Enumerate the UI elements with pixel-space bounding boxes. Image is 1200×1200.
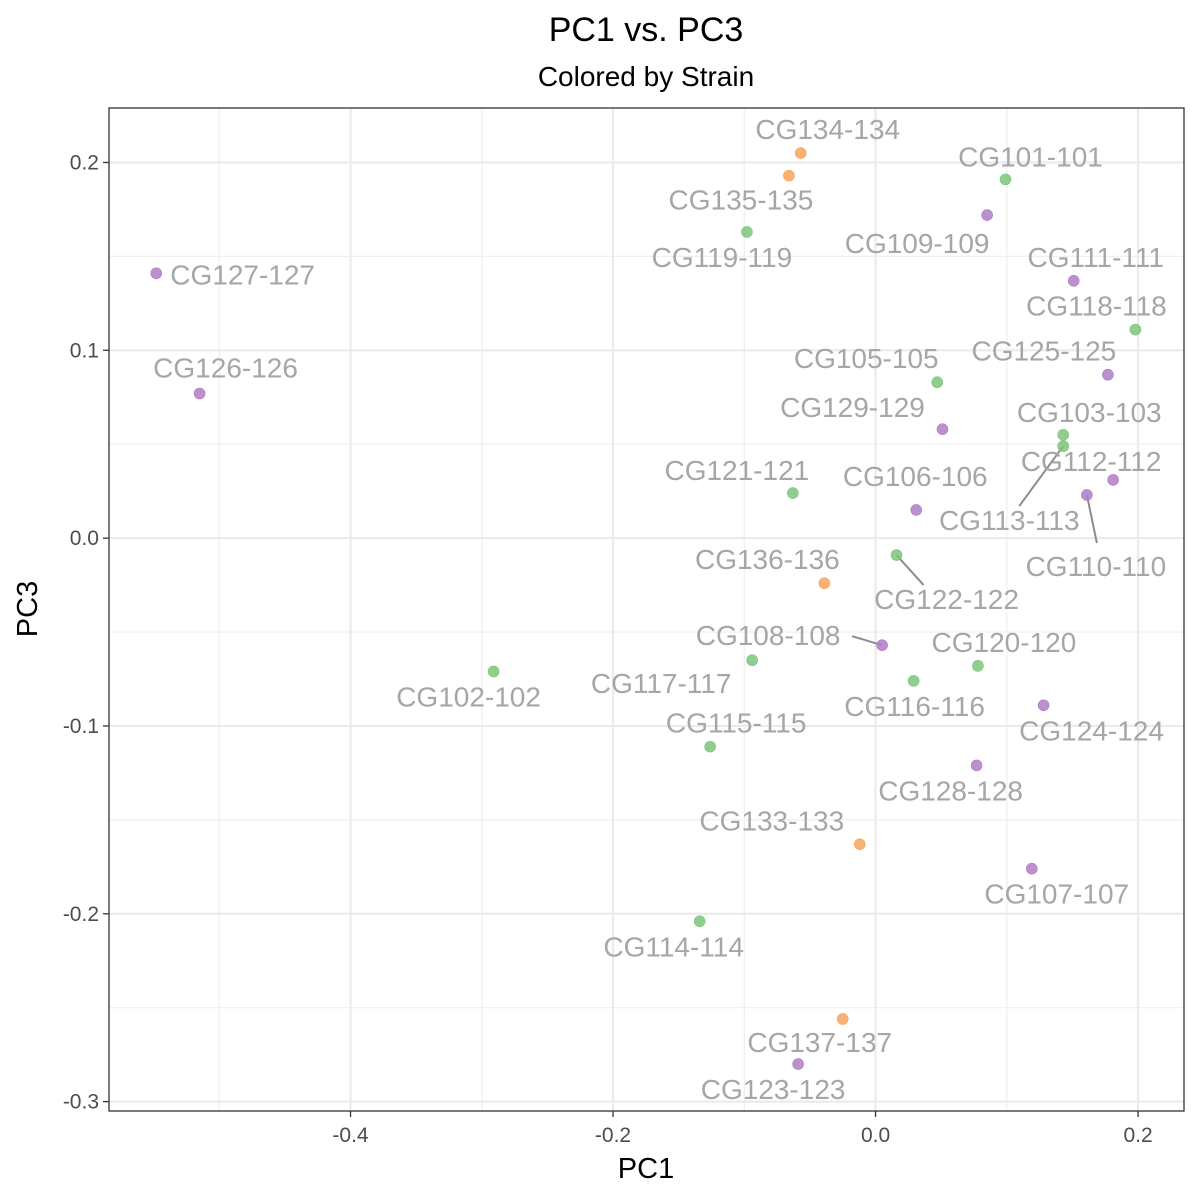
data-point <box>193 387 206 400</box>
point-label: CG135-135 <box>669 185 814 216</box>
point-label: CG120-120 <box>932 627 1077 658</box>
data-point <box>787 487 799 499</box>
point-label: CG122-122 <box>874 584 1019 615</box>
point-label: CG119-119 <box>652 242 793 273</box>
data-point <box>794 147 807 159</box>
point-label: CG136-136 <box>695 544 840 575</box>
data-point <box>783 169 795 182</box>
label-leader-lines <box>851 445 1098 647</box>
plot-panel-border <box>108 107 1185 1112</box>
data-point <box>972 660 984 672</box>
data-point <box>936 423 949 435</box>
data-point <box>1057 440 1070 452</box>
point-label: CG107-107 <box>984 879 1129 910</box>
point-label: CG117-117 <box>591 668 732 699</box>
y-tick-label: -0.3 <box>63 1091 99 1114</box>
point-label: CG103-103 <box>1017 397 1162 428</box>
y-tick-label: 0.2 <box>70 151 99 174</box>
data-point <box>1107 474 1119 486</box>
y-tick-label: -0.1 <box>63 715 99 738</box>
point-labels: CG134-134 CG135-135 CG101-101 CG109-109 CG11… <box>153 114 1167 1105</box>
y-tick-label: -0.2 <box>63 903 99 926</box>
point-label: CG108-108 <box>696 620 841 651</box>
data-point <box>487 665 500 678</box>
chart-subtitle: Colored by Strain <box>538 61 754 92</box>
point-label: CG102-102 <box>396 681 541 712</box>
data-point <box>150 267 163 280</box>
y-tick-label: 0.0 <box>70 527 99 550</box>
data-point <box>746 654 758 667</box>
data-point <box>818 577 831 590</box>
label-leader-line <box>1018 445 1065 507</box>
point-label: CG105-105 <box>794 343 939 374</box>
data-point <box>704 740 716 753</box>
data-point <box>907 675 920 687</box>
point-label: CG110-110 <box>1026 551 1167 582</box>
data-point <box>1129 323 1142 336</box>
data-point <box>999 173 1012 186</box>
x-tick-label: -0.4 <box>332 1124 369 1147</box>
data-point <box>1102 368 1114 381</box>
point-label: CG101-101 <box>958 141 1103 172</box>
data-point <box>1037 699 1050 712</box>
major-gridlines <box>109 108 1184 1111</box>
point-label: CG112-112 <box>1021 446 1162 477</box>
point-label: CG126-126 <box>153 352 298 383</box>
data-point <box>981 209 993 221</box>
data-point <box>1081 489 1093 501</box>
data-point <box>836 1013 849 1025</box>
x-axis-title: PC1 <box>618 1153 674 1185</box>
data-point <box>876 639 888 651</box>
data-point <box>693 915 706 928</box>
point-label: CG113-113 <box>939 505 1080 536</box>
x-tick-label: 0.0 <box>861 1124 890 1147</box>
label-leader-line <box>895 554 925 586</box>
data-point <box>1057 429 1070 441</box>
x-tick-label: -0.2 <box>595 1124 631 1147</box>
chart-title: PC1 vs. PC3 <box>549 11 744 49</box>
data-point <box>1067 275 1080 287</box>
data-point <box>792 1058 804 1070</box>
point-label: CG133-133 <box>699 805 844 836</box>
data-point <box>890 549 903 561</box>
point-label: CG118-118 <box>1026 291 1167 322</box>
point-label: CG115-115 <box>666 708 807 739</box>
data-point <box>741 226 753 238</box>
x-tick-label: 0.2 <box>1123 1124 1152 1147</box>
point-label: CG121-121 <box>664 455 809 486</box>
point-label: CG109-109 <box>845 228 990 259</box>
point-label: CG129-129 <box>780 392 925 423</box>
data-point <box>853 838 866 851</box>
data-point <box>970 759 983 772</box>
point-label: CG137-137 <box>747 1027 892 1058</box>
y-axis-ticks: -0.3 -0.2 -0.1 0.0 0.1 0.2 <box>63 151 109 1114</box>
data-point <box>910 504 923 516</box>
point-label: CG127-127 <box>170 259 315 290</box>
minor-gridlines <box>109 108 1184 1111</box>
point-label: CG114-114 <box>603 931 744 962</box>
x-axis-ticks: -0.4 -0.2 0.0 0.2 <box>332 1111 1153 1147</box>
point-label: CG106-106 <box>843 461 988 492</box>
y-axis-title: PC3 <box>12 581 44 637</box>
data-points <box>150 147 1142 1070</box>
point-label: CG123-123 <box>701 1074 846 1105</box>
data-point <box>931 376 944 389</box>
point-label: CG125-125 <box>971 336 1116 367</box>
data-point <box>1025 862 1038 875</box>
point-label: CG124-124 <box>1019 715 1164 746</box>
point-label: CG128-128 <box>878 775 1023 806</box>
label-leader-line <box>1085 494 1098 544</box>
point-label: CG111-111 <box>1028 242 1164 273</box>
y-tick-label: 0.1 <box>70 339 99 362</box>
point-label: CG116-116 <box>844 691 985 722</box>
point-label: CG134-134 <box>755 114 900 145</box>
